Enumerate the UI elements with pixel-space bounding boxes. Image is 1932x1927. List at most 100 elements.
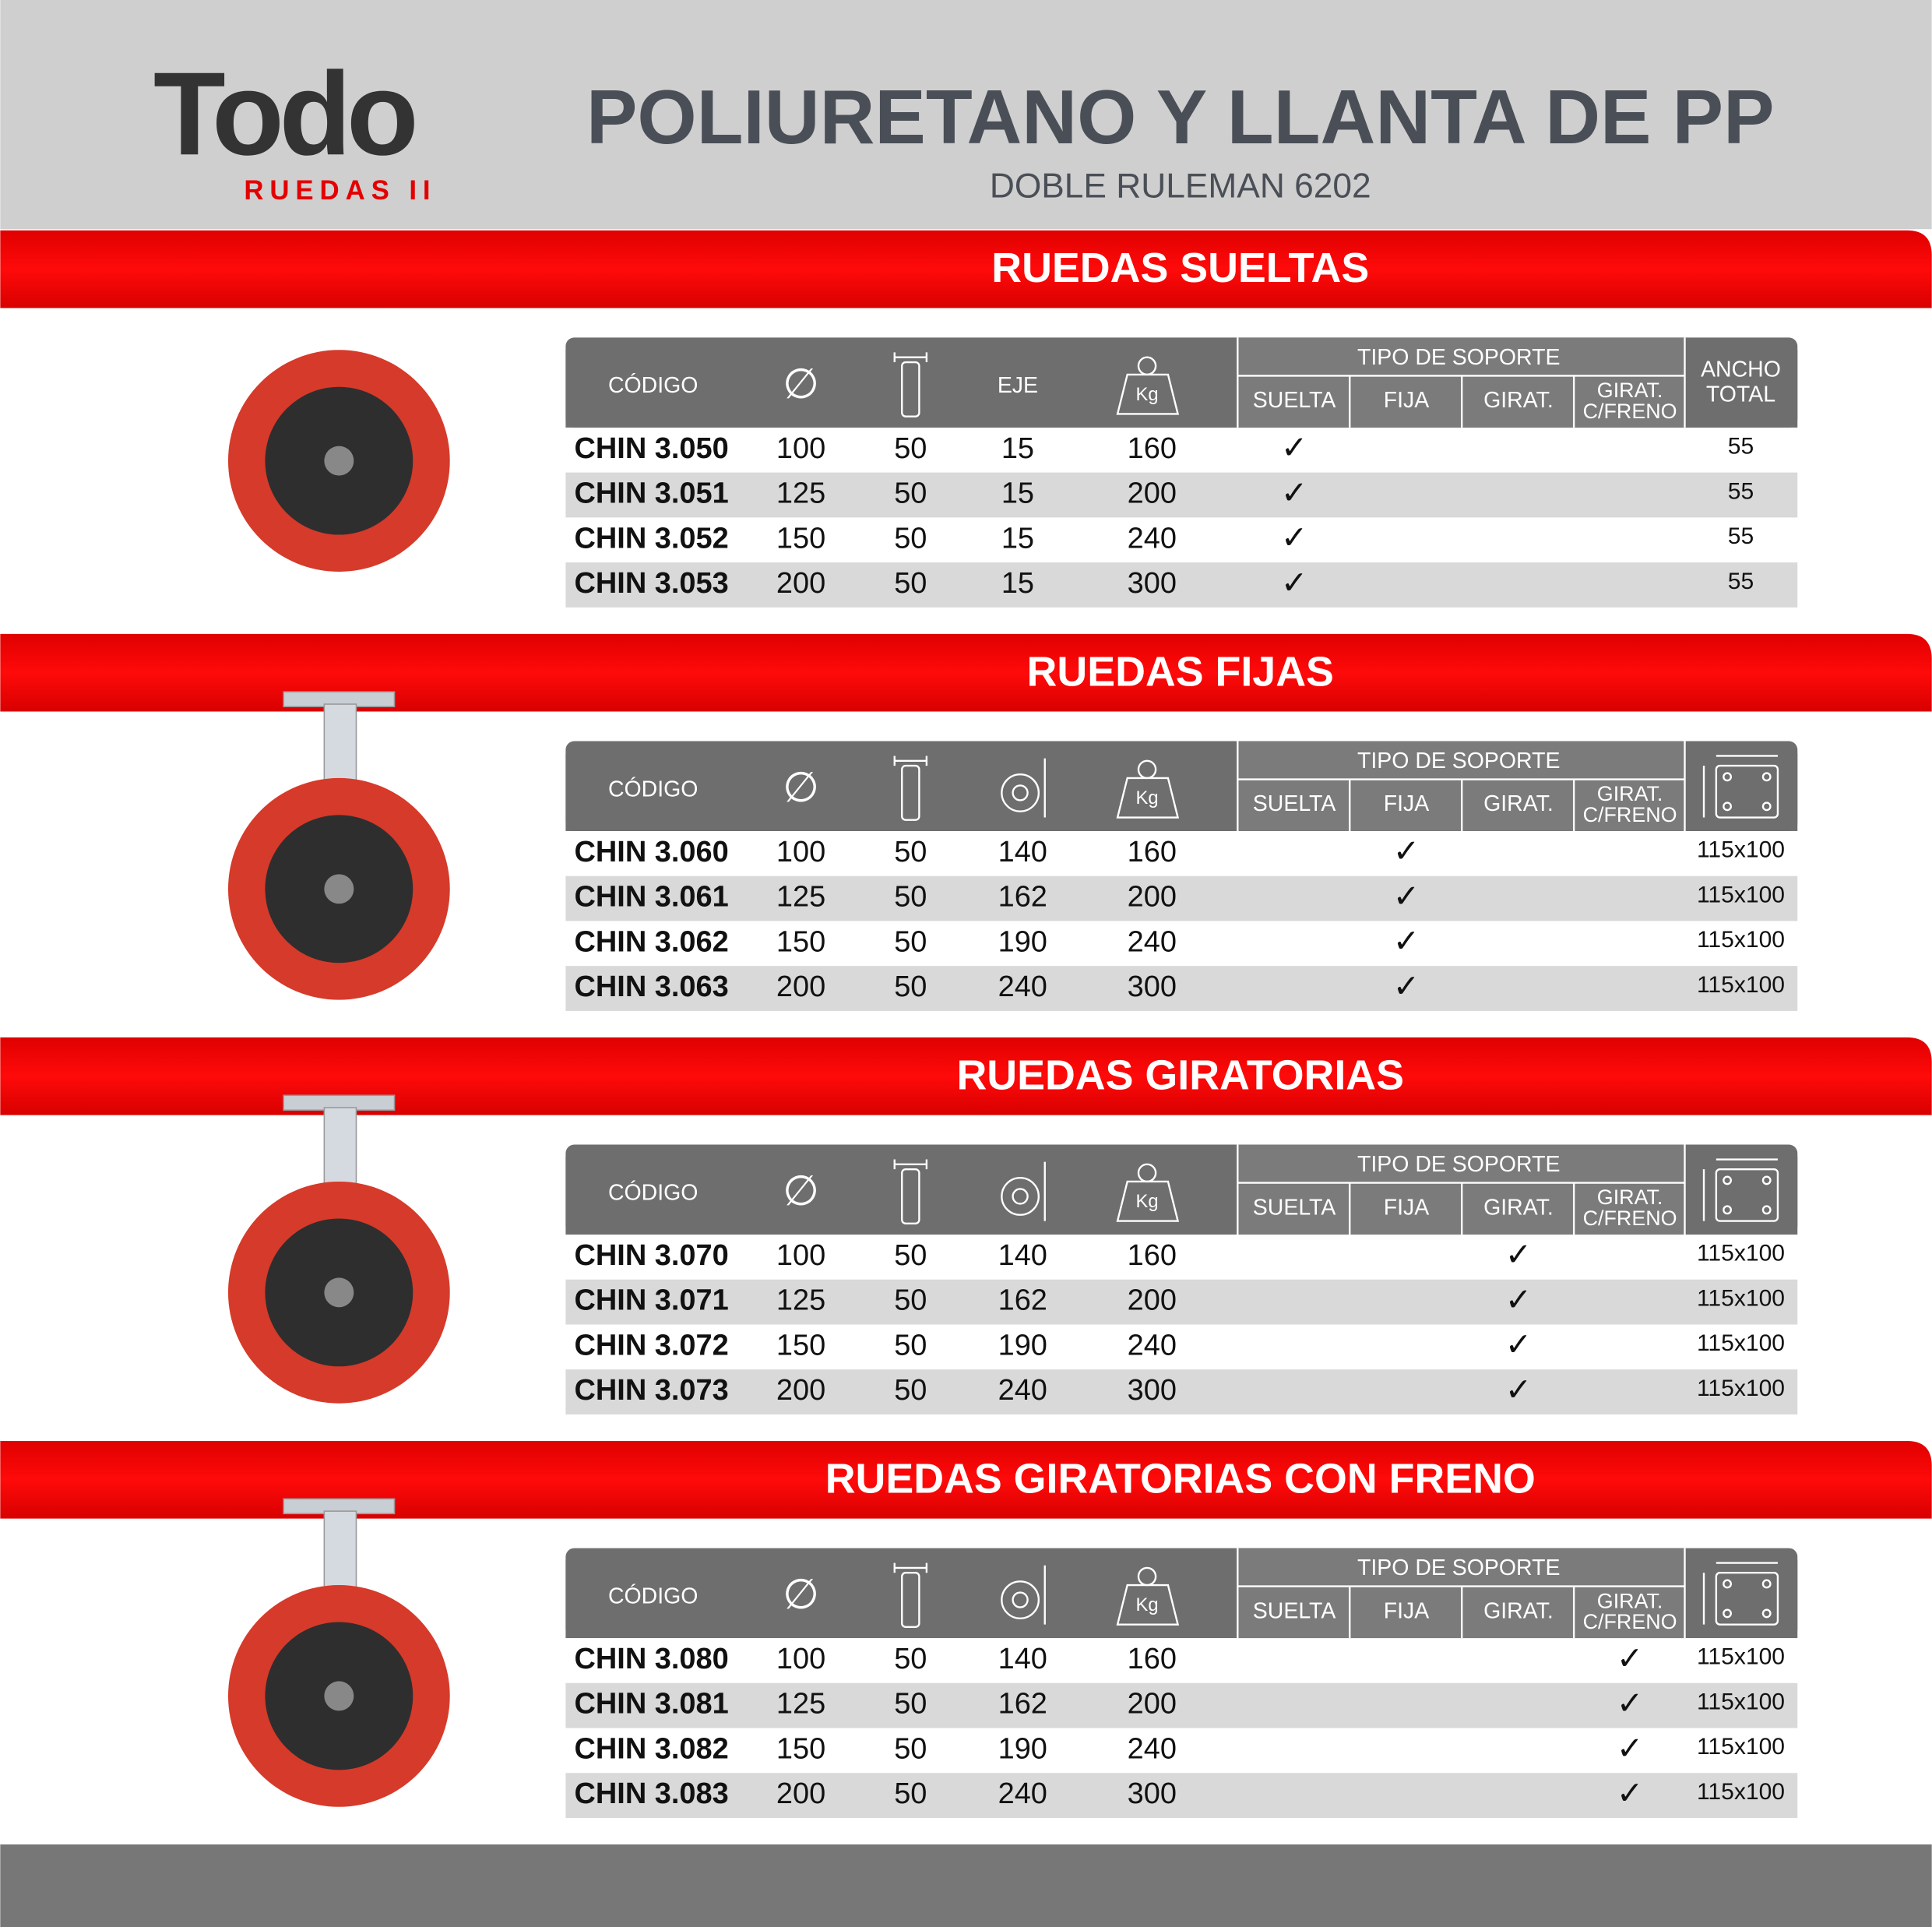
cell-size: 115x100	[1697, 1734, 1785, 1760]
cell-check: ✓	[1393, 923, 1420, 959]
cell-number: 50	[894, 432, 927, 465]
icon-kg-ring	[1137, 1566, 1157, 1587]
cell-number: 190	[998, 1732, 1047, 1765]
banner	[0, 1037, 1932, 1115]
header-total-width: TOTAL	[1706, 382, 1775, 407]
icon-width-arrows	[893, 1562, 928, 1573]
cell-number: 240	[998, 971, 1047, 1003]
cell-number: 160	[1128, 836, 1177, 868]
cell-check: ✓	[1281, 565, 1307, 601]
icon-kg-ring	[1137, 759, 1157, 780]
icon-plate-hole	[1761, 1608, 1772, 1619]
cell-number: 15	[1001, 477, 1034, 510]
header-support: TIPO DE SOPORTE	[1357, 749, 1561, 773]
row-bg	[565, 875, 1798, 921]
hub	[324, 446, 354, 476]
cell-number: 125	[776, 477, 825, 510]
header-code: CÓDIGO	[608, 373, 698, 398]
header-subtype: FIJA	[1384, 1195, 1430, 1220]
cell-size: 115x100	[1697, 837, 1785, 863]
cell-check: ✓	[1505, 1372, 1532, 1407]
cell-number: 50	[894, 1777, 927, 1810]
cell-number: 150	[776, 522, 825, 555]
header-subtype: GIRAT.	[1483, 1195, 1554, 1220]
cell-check: ✓	[1617, 1775, 1643, 1811]
icon-width-arrows	[893, 1159, 928, 1170]
icon-plate-hole	[1761, 801, 1772, 812]
cell-number: 150	[776, 925, 825, 958]
cell-number: 140	[998, 836, 1047, 868]
cell-size: 115x100	[1697, 1779, 1785, 1805]
icon-kg	[1116, 1180, 1180, 1222]
cell-number: 150	[776, 1329, 825, 1362]
icon-plate-hole	[1761, 1579, 1772, 1589]
cell-size: 115x100	[1697, 882, 1785, 907]
header-support: TIPO DE SOPORTE	[1357, 1152, 1561, 1177]
cell-size: 115x100	[1697, 972, 1785, 998]
cell-check: ✓	[1393, 833, 1420, 869]
icon-diameter: ∅	[783, 1168, 819, 1214]
header-subtype: SUELTA	[1253, 791, 1336, 816]
subtitle: DOBLE RULEMAN 6202	[990, 167, 1371, 206]
logo-sub: RUEDAS II	[244, 175, 436, 206]
header-subtype: GIRAT.	[1483, 388, 1554, 413]
cell-code: CHIN 3.053	[574, 567, 728, 600]
header-subtype: GIRAT.	[1597, 1589, 1663, 1612]
cell-number: 300	[1128, 567, 1177, 600]
icon-plate-hole	[1723, 772, 1733, 782]
icon-plate	[1715, 764, 1779, 819]
icon-kg-ring	[1137, 356, 1157, 376]
cell-number: 50	[894, 1643, 927, 1675]
cell-number: 50	[894, 567, 927, 600]
header-axle: EJE	[998, 373, 1038, 398]
icon-diameter: ∅	[783, 361, 819, 407]
header-subtype: GIRAT.	[1483, 1598, 1554, 1623]
cell-number: 100	[776, 1643, 825, 1675]
icon-plate-hole	[1723, 1175, 1733, 1185]
cell-code: CHIN 3.050	[574, 432, 728, 465]
icon-plate-hole	[1723, 1608, 1733, 1619]
cell-size: 55	[1728, 569, 1754, 594]
cell-number: 50	[894, 1239, 927, 1272]
header-code: CÓDIGO	[608, 1180, 698, 1205]
cell-code: CHIN 3.073	[574, 1374, 728, 1407]
icon-kg-label: Kg	[1136, 385, 1159, 405]
cell-code: CHIN 3.063	[574, 971, 728, 1003]
header-subtype: FIJA	[1384, 1598, 1430, 1623]
header-subtype: GIRAT.	[1597, 782, 1663, 805]
cell-size: 115x100	[1697, 1285, 1785, 1311]
cell-number: 125	[776, 1688, 825, 1721]
cell-check: ✓	[1281, 520, 1307, 555]
cell-number: 100	[776, 432, 825, 465]
icon-plate-hole	[1723, 801, 1733, 812]
icon-width	[901, 764, 920, 821]
row-bg	[565, 1773, 1798, 1819]
cell-size: 115x100	[1697, 1330, 1785, 1356]
icon-kg-ring	[1137, 1163, 1157, 1183]
header-subtype: SUELTA	[1253, 1598, 1336, 1623]
icon-wheel	[1001, 1580, 1040, 1619]
section-title: RUEDAS GIRATORIAS	[956, 1052, 1404, 1098]
icon-plate-arrows	[1702, 755, 1778, 818]
row-bg	[565, 966, 1798, 1011]
icon-plate-arrows	[1702, 1158, 1778, 1221]
header-subtype: C/FRENO	[1583, 1610, 1677, 1633]
hub	[324, 874, 354, 904]
logo-word: Todo	[153, 48, 414, 180]
cell-number: 162	[998, 1688, 1047, 1721]
header-subtype: SUELTA	[1253, 388, 1336, 413]
cell-number: 300	[1128, 1777, 1177, 1810]
cell-number: 100	[776, 836, 825, 868]
footer-bg	[0, 1844, 1932, 1927]
cell-number: 240	[998, 1777, 1047, 1810]
cell-number: 190	[998, 925, 1047, 958]
header-code: CÓDIGO	[608, 1584, 698, 1608]
cell-number: 50	[894, 836, 927, 868]
section-title: RUEDAS GIRATORIAS CON FRENO	[825, 1455, 1536, 1502]
cell-number: 50	[894, 1374, 927, 1407]
icon-width-arrows	[893, 352, 928, 363]
cell-number: 150	[776, 1732, 825, 1765]
icon-wheel-hub	[1012, 1591, 1029, 1608]
